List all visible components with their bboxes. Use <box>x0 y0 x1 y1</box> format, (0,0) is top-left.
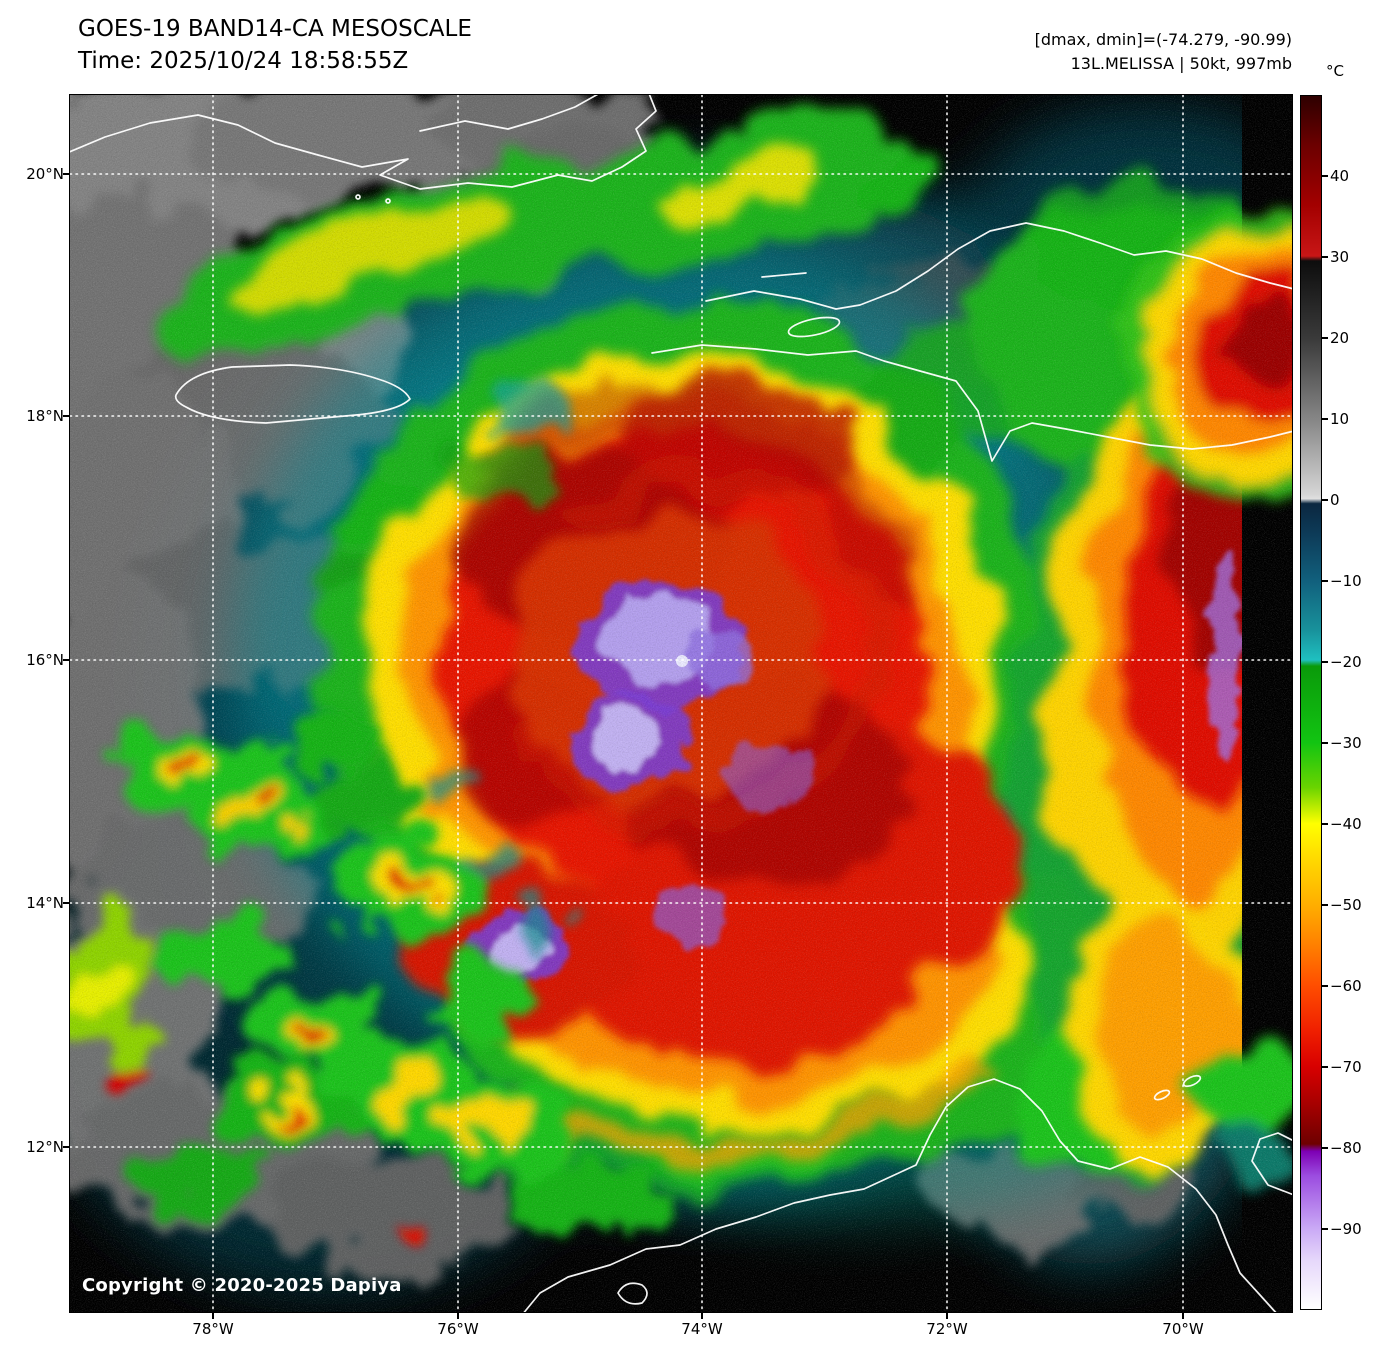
axis-tick-mark <box>63 415 70 417</box>
gridlines <box>70 95 1292 1312</box>
colorbar-tick-mark <box>1322 337 1328 339</box>
colorbar-tick-30: 30 <box>1330 248 1350 266</box>
colorbar-tick-mark <box>1322 256 1328 258</box>
colorbar-tick-mark <box>1322 418 1328 420</box>
axis-tick-mark <box>457 1313 459 1319</box>
lat-tick-20n: 20°N <box>26 165 64 183</box>
axis-tick-mark <box>63 1146 70 1148</box>
lon-tick-74w: 74°W <box>681 1320 723 1338</box>
colorbar-tick-mark <box>1322 661 1328 663</box>
colorbar-tick-mark <box>1322 1147 1328 1149</box>
coastlines <box>70 95 1292 1312</box>
colorbar-tick-mark <box>1322 823 1328 825</box>
timestamp: Time: 2025/10/24 18:58:55Z <box>78 48 409 74</box>
colorbar-tick-mark <box>1322 499 1328 501</box>
lon-tick-76w: 76°W <box>437 1320 479 1338</box>
lat-tick-16n: 16°N <box>26 651 64 669</box>
page-title: GOES-19 BAND14-CA MESOSCALE <box>78 16 472 42</box>
colorbar-tick-n90: −90 <box>1330 1220 1362 1238</box>
colorbar-tick-mark <box>1322 580 1328 582</box>
axis-tick-mark <box>701 1313 703 1319</box>
colorbar-tick-n50: −50 <box>1330 896 1362 914</box>
colorbar-tick-n10: −10 <box>1330 572 1362 590</box>
colorbar-tick-mark <box>1322 985 1328 987</box>
lon-tick-72w: 72°W <box>926 1320 968 1338</box>
colorbar-tick-10: 10 <box>1330 410 1350 428</box>
axis-tick-mark <box>1182 1313 1184 1319</box>
colorbar-tick-mark <box>1322 1066 1328 1068</box>
data-range-label: [dmax, dmin]=(-74.279, -90.99) <box>1034 30 1292 49</box>
colorbar-tick-n60: −60 <box>1330 977 1362 995</box>
colorbar-tick-mark <box>1322 742 1328 744</box>
colorbar-tick-n80: −80 <box>1330 1139 1362 1157</box>
lat-tick-18n: 18°N <box>26 407 64 425</box>
colorbar-tick-n20: −20 <box>1330 653 1362 671</box>
colorbar-tick-0: 0 <box>1330 491 1340 509</box>
colorbar-tick-n70: −70 <box>1330 1058 1362 1076</box>
axis-tick-mark <box>212 1313 214 1319</box>
axis-tick-mark <box>946 1313 948 1319</box>
lon-tick-78w: 78°W <box>192 1320 234 1338</box>
axis-tick-mark <box>63 173 70 175</box>
colorbar <box>1300 95 1322 1310</box>
colorbar-tick-20: 20 <box>1330 329 1350 347</box>
satellite-scene <box>70 95 1292 1312</box>
colorbar-tick-mark <box>1322 904 1328 906</box>
axis-tick-mark <box>63 659 70 661</box>
colorbar-tick-n40: −40 <box>1330 815 1362 833</box>
lat-tick-12n: 12°N <box>26 1138 64 1156</box>
copyright-text: Copyright © 2020-2025 Dapiya <box>82 1275 402 1296</box>
colorbar-unit-label: °C <box>1326 62 1344 80</box>
axis-tick-mark <box>63 902 70 904</box>
colorbar-tick-mark <box>1322 175 1328 177</box>
lat-tick-14n: 14°N <box>26 894 64 912</box>
lon-tick-70w: 70°W <box>1162 1320 1204 1338</box>
colorbar-tick-40: 40 <box>1330 167 1350 185</box>
colorbar-tick-n30: −30 <box>1330 734 1362 752</box>
grain-overlay-dark <box>70 95 1292 1312</box>
colorbar-tick-mark <box>1322 1228 1328 1230</box>
storm-info-label: 13L.MELISSA | 50kt, 997mb <box>1070 54 1292 73</box>
satellite-map: Copyright © 2020-2025 Dapiya <box>69 94 1293 1313</box>
